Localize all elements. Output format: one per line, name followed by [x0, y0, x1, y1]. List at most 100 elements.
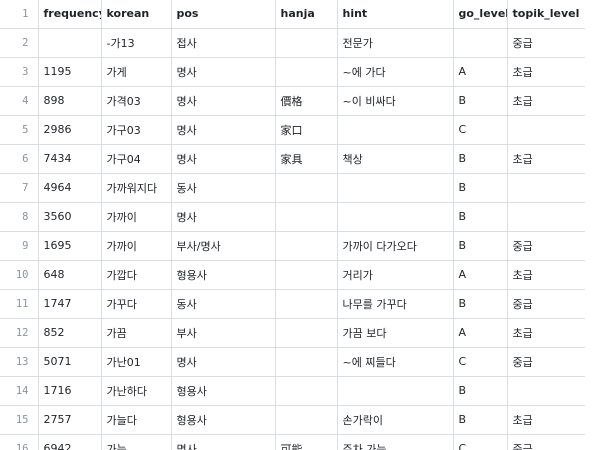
column-header-hanja[interactable]: hanja	[275, 0, 338, 29]
cell-topik-level[interactable]: 중급	[507, 347, 585, 377]
cell-hanja[interactable]	[275, 231, 338, 261]
cell-korean[interactable]: 가까이	[101, 231, 172, 261]
cell-hanja[interactable]: 可能	[275, 434, 338, 450]
cell-pos[interactable]: 형용사	[171, 260, 276, 290]
cell-topik-level[interactable]: 중급	[507, 434, 585, 450]
cell-hint[interactable]: 가까이 다가오다	[337, 231, 454, 261]
cell-go-level[interactable]: B	[453, 231, 508, 261]
cell-pos[interactable]: 접사	[171, 28, 276, 58]
cell-go-level[interactable]: C	[453, 347, 508, 377]
cell-hint[interactable]: 주차 가능	[337, 434, 454, 450]
cell-go-level[interactable]: A	[453, 57, 508, 87]
cell-go-level[interactable]: B	[453, 86, 508, 116]
cell-go-level[interactable]: A	[453, 260, 508, 290]
cell-topik-level[interactable]: 중급	[507, 289, 585, 319]
column-header-korean[interactable]: korean	[101, 0, 172, 29]
cell-hint[interactable]: 손가락이	[337, 405, 454, 435]
cell-frequency[interactable]: 2757	[38, 405, 102, 435]
cell-go-level[interactable]: B	[453, 173, 508, 203]
cell-frequency[interactable]	[38, 28, 102, 58]
cell-hanja[interactable]	[275, 405, 338, 435]
cell-korean[interactable]: 가능	[101, 434, 172, 450]
cell-frequency[interactable]: 1747	[38, 289, 102, 319]
cell-pos[interactable]: 동사	[171, 289, 276, 319]
cell-hanja[interactable]	[275, 173, 338, 203]
cell-hint[interactable]	[337, 173, 454, 203]
cell-hint[interactable]: 거리가	[337, 260, 454, 290]
cell-hanja[interactable]	[275, 57, 338, 87]
cell-pos[interactable]: 부사/명사	[171, 231, 276, 261]
cell-topik-level[interactable]	[507, 376, 585, 406]
cell-pos[interactable]: 명사	[171, 144, 276, 174]
column-header-pos[interactable]: pos	[171, 0, 276, 29]
cell-korean[interactable]: 가까워지다	[101, 173, 172, 203]
cell-topik-level[interactable]: 중급	[507, 28, 585, 58]
cell-korean[interactable]: 가난하다	[101, 376, 172, 406]
cell-go-level[interactable]: B	[453, 144, 508, 174]
cell-frequency[interactable]: 7434	[38, 144, 102, 174]
cell-topik-level[interactable]: 초급	[507, 86, 585, 116]
cell-frequency[interactable]: 648	[38, 260, 102, 290]
cell-hanja[interactable]	[275, 376, 338, 406]
cell-pos[interactable]: 명사	[171, 202, 276, 232]
cell-pos[interactable]: 동사	[171, 173, 276, 203]
cell-topik-level[interactable]: 초급	[507, 144, 585, 174]
cell-go-level[interactable]: A	[453, 318, 508, 348]
cell-pos[interactable]: 명사	[171, 434, 276, 450]
cell-hint[interactable]	[337, 202, 454, 232]
cell-topik-level[interactable]: 초급	[507, 318, 585, 348]
cell-frequency[interactable]: 3560	[38, 202, 102, 232]
cell-frequency[interactable]: 6942	[38, 434, 102, 450]
cell-go-level[interactable]: C	[453, 115, 508, 145]
cell-hint[interactable]: 전문가	[337, 28, 454, 58]
column-header-topik-level[interactable]: topik_level	[507, 0, 585, 29]
cell-topik-level[interactable]	[507, 173, 585, 203]
cell-go-level[interactable]	[453, 28, 508, 58]
cell-hanja[interactable]	[275, 202, 338, 232]
cell-go-level[interactable]: B	[453, 376, 508, 406]
cell-hanja[interactable]: 家口	[275, 115, 338, 145]
cell-hanja[interactable]	[275, 347, 338, 377]
cell-pos[interactable]: 명사	[171, 86, 276, 116]
cell-go-level[interactable]: B	[453, 405, 508, 435]
cell-korean[interactable]: 가게	[101, 57, 172, 87]
cell-pos[interactable]: 형용사	[171, 405, 276, 435]
cell-hint[interactable]	[337, 376, 454, 406]
cell-hanja[interactable]	[275, 289, 338, 319]
cell-korean[interactable]: 가구03	[101, 115, 172, 145]
cell-hint[interactable]	[337, 115, 454, 145]
column-header-frequency[interactable]: frequency	[38, 0, 102, 29]
cell-hint[interactable]: ~이 비싸다	[337, 86, 454, 116]
cell-frequency[interactable]: 2986	[38, 115, 102, 145]
cell-korean[interactable]: 가늘다	[101, 405, 172, 435]
cell-hint[interactable]: 나무를 가꾸다	[337, 289, 454, 319]
cell-pos[interactable]: 명사	[171, 347, 276, 377]
column-header-go-level[interactable]: go_level	[453, 0, 508, 29]
cell-topik-level[interactable]	[507, 202, 585, 232]
cell-pos[interactable]: 형용사	[171, 376, 276, 406]
cell-hint[interactable]: 책상	[337, 144, 454, 174]
cell-topik-level[interactable]: 중급	[507, 231, 585, 261]
cell-korean[interactable]: -가13	[101, 28, 172, 58]
cell-frequency[interactable]: 1195	[38, 57, 102, 87]
cell-frequency[interactable]: 898	[38, 86, 102, 116]
cell-frequency[interactable]: 4964	[38, 173, 102, 203]
cell-korean[interactable]: 가격03	[101, 86, 172, 116]
cell-go-level[interactable]: B	[453, 289, 508, 319]
cell-topik-level[interactable]: 초급	[507, 260, 585, 290]
cell-topik-level[interactable]: 초급	[507, 57, 585, 87]
cell-pos[interactable]: 명사	[171, 57, 276, 87]
cell-hint[interactable]: ~에 가다	[337, 57, 454, 87]
cell-frequency[interactable]: 1716	[38, 376, 102, 406]
cell-go-level[interactable]: B	[453, 202, 508, 232]
cell-topik-level[interactable]	[507, 115, 585, 145]
cell-hanja[interactable]	[275, 260, 338, 290]
cell-pos[interactable]: 부사	[171, 318, 276, 348]
cell-topik-level[interactable]: 초급	[507, 405, 585, 435]
cell-korean[interactable]: 가까이	[101, 202, 172, 232]
cell-korean[interactable]: 가꾸다	[101, 289, 172, 319]
cell-go-level[interactable]: C	[453, 434, 508, 450]
cell-korean[interactable]: 가끔	[101, 318, 172, 348]
column-header-hint[interactable]: hint	[337, 0, 454, 29]
cell-hanja[interactable]	[275, 318, 338, 348]
